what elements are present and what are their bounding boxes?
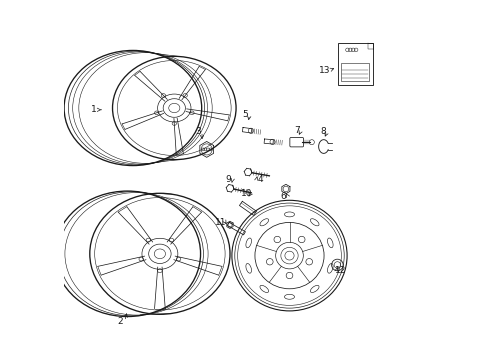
Text: 8: 8 <box>320 127 325 136</box>
Text: 3: 3 <box>194 127 200 136</box>
Text: 7: 7 <box>293 126 299 135</box>
Text: 5: 5 <box>242 110 247 119</box>
Text: 10: 10 <box>240 189 251 198</box>
Text: 4: 4 <box>257 175 263 184</box>
Bar <box>337 44 372 85</box>
Text: 12: 12 <box>335 266 346 275</box>
Text: 9: 9 <box>225 175 231 184</box>
Text: 6: 6 <box>280 192 285 201</box>
Text: 11: 11 <box>215 218 226 227</box>
Text: 1: 1 <box>91 105 97 114</box>
Text: 13: 13 <box>319 66 330 75</box>
Text: 2: 2 <box>117 317 123 326</box>
Bar <box>341 63 368 81</box>
